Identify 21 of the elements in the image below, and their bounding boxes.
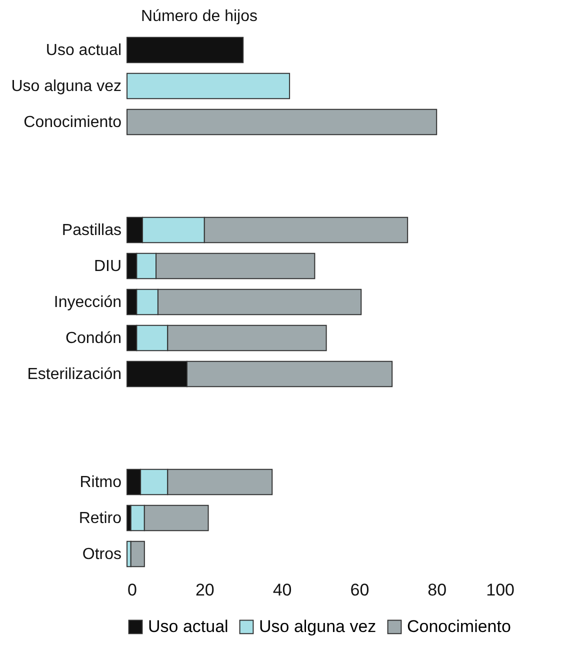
y-tick-label: Esterilización <box>27 366 122 383</box>
legend-label: Uso alguna vez <box>259 616 376 636</box>
y-tick-label: Pastillas <box>62 222 122 239</box>
x-tick-label: 0 <box>128 580 137 600</box>
y-tick-label: Uso alguna vez <box>11 78 122 95</box>
y-tick-label: Otros <box>82 546 122 563</box>
legend-label: Conocimiento <box>407 616 511 636</box>
y-tick-label: Conocimiento <box>24 114 122 131</box>
x-tick-label: 60 <box>350 580 370 600</box>
text: Número de hijos <box>141 8 258 25</box>
x-tick-label: 20 <box>195 580 214 600</box>
y-tick-label: DIU <box>94 258 122 275</box>
y-tick-label: Uso actual <box>46 42 122 59</box>
y-tick-label: Retiro <box>78 510 122 527</box>
y-tick-label: Condón <box>65 330 122 347</box>
y-tick-label: Ritmo <box>80 474 122 491</box>
x-tick-label: 80 <box>428 580 447 600</box>
legend-label: Uso actual <box>148 616 228 636</box>
x-tick-label: 40 <box>272 580 292 600</box>
x-tick-label: 100 <box>486 580 514 600</box>
y-tick-label: Inyección <box>54 294 122 311</box>
